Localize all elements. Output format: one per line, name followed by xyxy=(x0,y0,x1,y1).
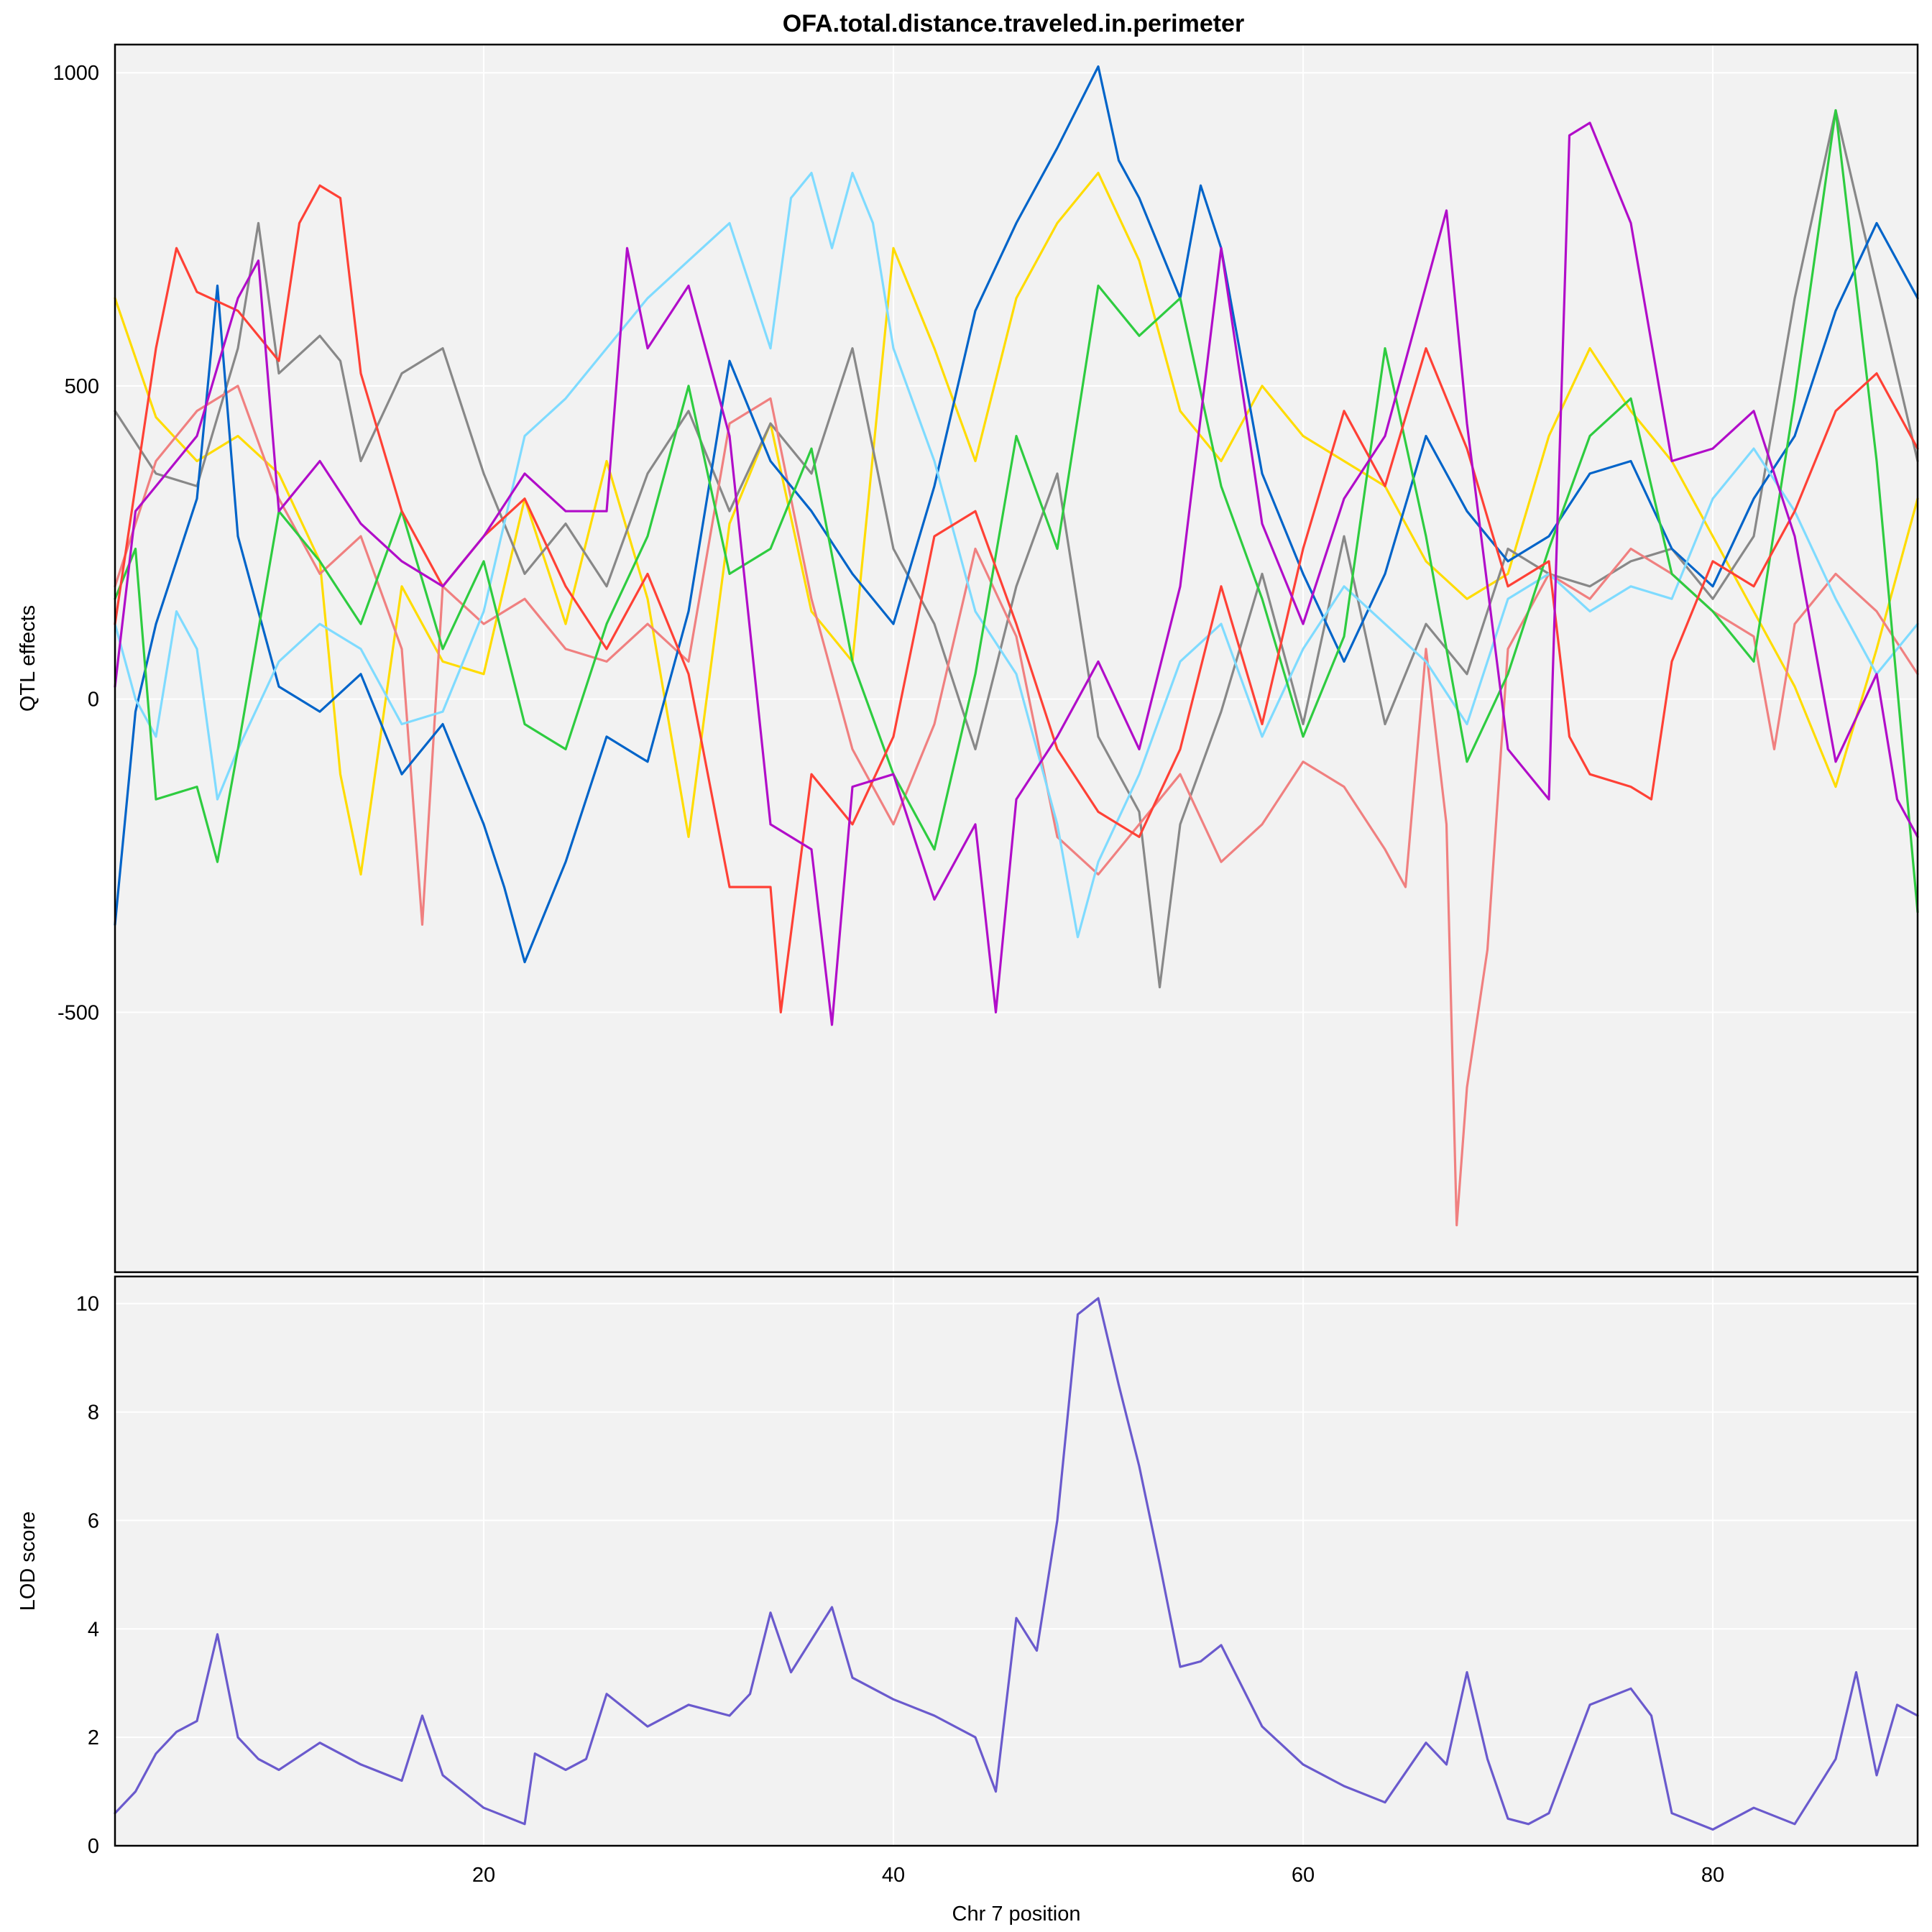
qtl-effects-series-line-4 xyxy=(114,65,1919,964)
x-axis-label: Chr 7 position xyxy=(952,1903,1081,1926)
lod-score-panel: 0 2 4 6 8 10 20 40 60 80 LOD score Chr 7 positio… xyxy=(17,1275,1919,1926)
lod-score-x-ticks: 20 40 60 80 xyxy=(472,1864,1724,1887)
qtl-effects-panel: -500 0 500 1000 QTL effects xyxy=(17,43,1919,1274)
qtl-effects-y-tick-label: 1000 xyxy=(52,62,99,85)
lod-score-y-axis-label: LOD score xyxy=(17,1512,40,1611)
x-tick-label: 80 xyxy=(1701,1864,1724,1887)
lod-score-y-tick-label: 8 xyxy=(88,1402,99,1425)
lod-score-series xyxy=(114,1297,1919,1831)
lod-score-plot-background xyxy=(115,1276,1918,1846)
qtl-effects-y-ticks: -500 0 500 1000 xyxy=(52,62,99,1024)
qtl-effects-series-line-1 xyxy=(114,172,1919,876)
x-tick-label: 40 xyxy=(882,1864,905,1887)
lod-score-y-tick-label: 0 xyxy=(88,1835,99,1858)
qtl-effects-y-tick-label: -500 xyxy=(58,1001,99,1024)
qtl-effects-series-line-7 xyxy=(114,184,1919,1013)
qtl-effects-y-axis-label: QTL effects xyxy=(17,605,40,712)
qtl-effects-series-line-8 xyxy=(114,121,1919,1026)
qtl-effects-series xyxy=(114,65,1919,1227)
lod-score-y-ticks: 0 2 4 6 8 10 xyxy=(76,1293,99,1858)
qtl-effects-series-line-3 xyxy=(114,385,1919,1227)
lod-score-series-line-1 xyxy=(114,1297,1919,1831)
qtl-effects-plot-frame xyxy=(114,43,1919,1274)
lod-score-y-tick-label: 4 xyxy=(88,1618,99,1641)
x-tick-label: 20 xyxy=(472,1864,495,1887)
qtl-effects-y-tick-label: 500 xyxy=(65,375,99,398)
chart-title: OFA.total.distance.traveled.in.perimeter xyxy=(783,10,1244,37)
lod-score-plot-frame xyxy=(114,1275,1919,1847)
lod-score-y-tick-label: 10 xyxy=(76,1293,99,1316)
x-tick-label: 60 xyxy=(1292,1864,1315,1887)
qtl-effects-series-line-2 xyxy=(114,109,1919,989)
qtl-effects-plot-background xyxy=(115,45,1918,1272)
lod-score-y-tick-label: 6 xyxy=(88,1509,99,1532)
qtl-effects-series-line-5 xyxy=(114,172,1919,939)
qtl-effects-series-line-6 xyxy=(114,109,1919,914)
qtl-effects-y-tick-label: 0 xyxy=(88,689,99,712)
lod-score-y-tick-label: 2 xyxy=(88,1726,99,1749)
